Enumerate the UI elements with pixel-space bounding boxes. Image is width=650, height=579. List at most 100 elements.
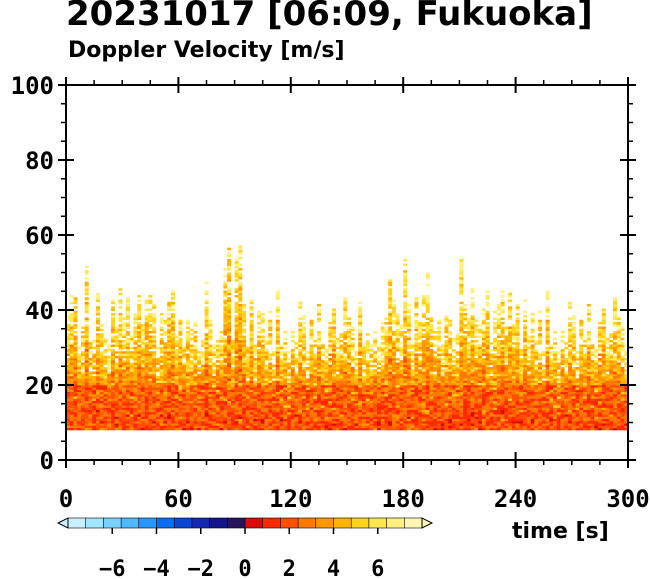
heatmap-cell xyxy=(92,346,97,350)
heatmap-cell xyxy=(260,389,265,392)
heatmap-cell xyxy=(388,391,393,395)
heatmap-cell xyxy=(410,358,415,361)
heatmap-cell xyxy=(69,380,74,383)
heatmap-cell xyxy=(395,319,400,323)
heatmap-cell xyxy=(302,380,306,383)
heatmap-cell xyxy=(178,362,183,365)
heatmap-cell xyxy=(474,385,479,388)
heatmap-cell xyxy=(335,425,340,428)
heatmap-cell xyxy=(257,342,262,345)
heatmap-cell xyxy=(129,400,134,404)
heatmap-cell xyxy=(66,418,70,422)
heatmap-cell xyxy=(200,414,205,417)
heatmap-cell xyxy=(399,362,404,365)
heatmap-cell xyxy=(459,342,464,345)
heatmap-cell xyxy=(429,324,434,327)
heatmap-cell xyxy=(257,322,262,325)
heatmap-cell xyxy=(260,378,265,381)
heatmap-cell xyxy=(212,405,217,408)
heatmap-cell xyxy=(114,385,119,388)
heatmap-cell xyxy=(339,391,344,395)
heatmap-cell xyxy=(260,425,265,428)
heatmap-cell xyxy=(474,380,479,383)
heatmap-cell xyxy=(298,364,303,368)
heatmap-cell xyxy=(114,367,119,370)
heatmap-cell xyxy=(425,371,430,375)
heatmap-cell xyxy=(466,398,471,401)
heatmap-cell xyxy=(275,355,280,359)
heatmap-cell xyxy=(298,378,303,381)
heatmap-cell xyxy=(305,358,310,361)
heatmap-cell xyxy=(227,385,232,388)
heatmap-cell xyxy=(335,394,340,397)
heatmap-cell xyxy=(302,315,306,318)
heatmap-cell xyxy=(223,382,228,386)
heatmap-cell xyxy=(425,400,430,404)
heatmap-cell xyxy=(384,385,389,388)
heatmap-cell xyxy=(163,358,168,361)
heatmap-cell xyxy=(264,373,269,377)
heatmap-cell xyxy=(178,346,183,350)
heatmap-cell xyxy=(197,412,202,415)
heatmap-cell xyxy=(395,416,400,419)
heatmap-cell xyxy=(377,378,381,381)
heatmap-cell xyxy=(440,396,445,399)
heatmap-cell xyxy=(178,376,183,379)
heatmap-cell xyxy=(144,360,149,363)
heatmap-cell xyxy=(96,299,100,302)
heatmap-cell xyxy=(114,418,119,422)
heatmap-cell xyxy=(332,398,336,401)
heatmap-cell xyxy=(377,409,381,413)
heatmap-cell xyxy=(66,378,70,381)
heatmap-cell xyxy=(377,391,381,395)
heatmap-cell xyxy=(257,425,262,428)
heatmap-cell xyxy=(197,369,202,372)
heatmap-cell xyxy=(410,394,415,397)
heatmap-cell xyxy=(410,423,415,426)
heatmap-cell xyxy=(159,360,164,363)
heatmap-cell xyxy=(290,367,295,370)
heatmap-cell xyxy=(170,371,175,375)
heatmap-cell xyxy=(440,382,445,386)
heatmap-cell xyxy=(448,346,453,350)
heatmap-cell xyxy=(111,376,115,379)
heatmap-cell xyxy=(182,369,187,372)
heatmap-cell xyxy=(414,425,419,428)
heatmap-cell xyxy=(227,416,232,419)
heatmap-cell xyxy=(451,364,456,368)
heatmap-cell xyxy=(463,405,468,408)
heatmap-cell xyxy=(358,416,363,419)
heatmap-cell xyxy=(290,407,295,410)
heatmap-cell xyxy=(208,423,213,426)
heatmap-cell xyxy=(418,409,423,413)
heatmap-cell xyxy=(343,409,348,413)
heatmap-cell xyxy=(369,371,374,375)
heatmap-cell xyxy=(279,387,284,390)
heatmap-cell xyxy=(178,319,183,323)
heatmap-cell xyxy=(125,407,130,410)
heatmap-cell xyxy=(200,385,205,388)
heatmap-cell xyxy=(178,358,183,361)
heatmap-cell xyxy=(317,319,321,323)
heatmap-cell xyxy=(223,281,228,284)
heatmap-cell xyxy=(245,380,250,383)
heatmap-cell xyxy=(455,396,460,399)
heatmap-cell xyxy=(332,319,336,323)
heatmap-cell xyxy=(403,279,408,282)
heatmap-cell xyxy=(377,371,381,375)
heatmap-cell xyxy=(425,409,430,413)
heatmap-cell xyxy=(279,385,284,388)
heatmap-cell xyxy=(470,306,475,309)
heatmap-cell xyxy=(305,423,310,426)
heatmap-cell xyxy=(66,360,70,363)
heatmap-cell xyxy=(403,331,408,334)
heatmap-cell xyxy=(170,403,175,406)
heatmap-cell xyxy=(107,427,112,431)
heatmap-cell xyxy=(395,425,400,428)
heatmap-cell xyxy=(219,344,224,347)
heatmap-cell xyxy=(238,385,243,388)
heatmap-cell xyxy=(358,400,363,404)
heatmap-cell xyxy=(275,337,280,341)
heatmap-cell xyxy=(185,367,190,370)
heatmap-cell xyxy=(466,405,471,408)
